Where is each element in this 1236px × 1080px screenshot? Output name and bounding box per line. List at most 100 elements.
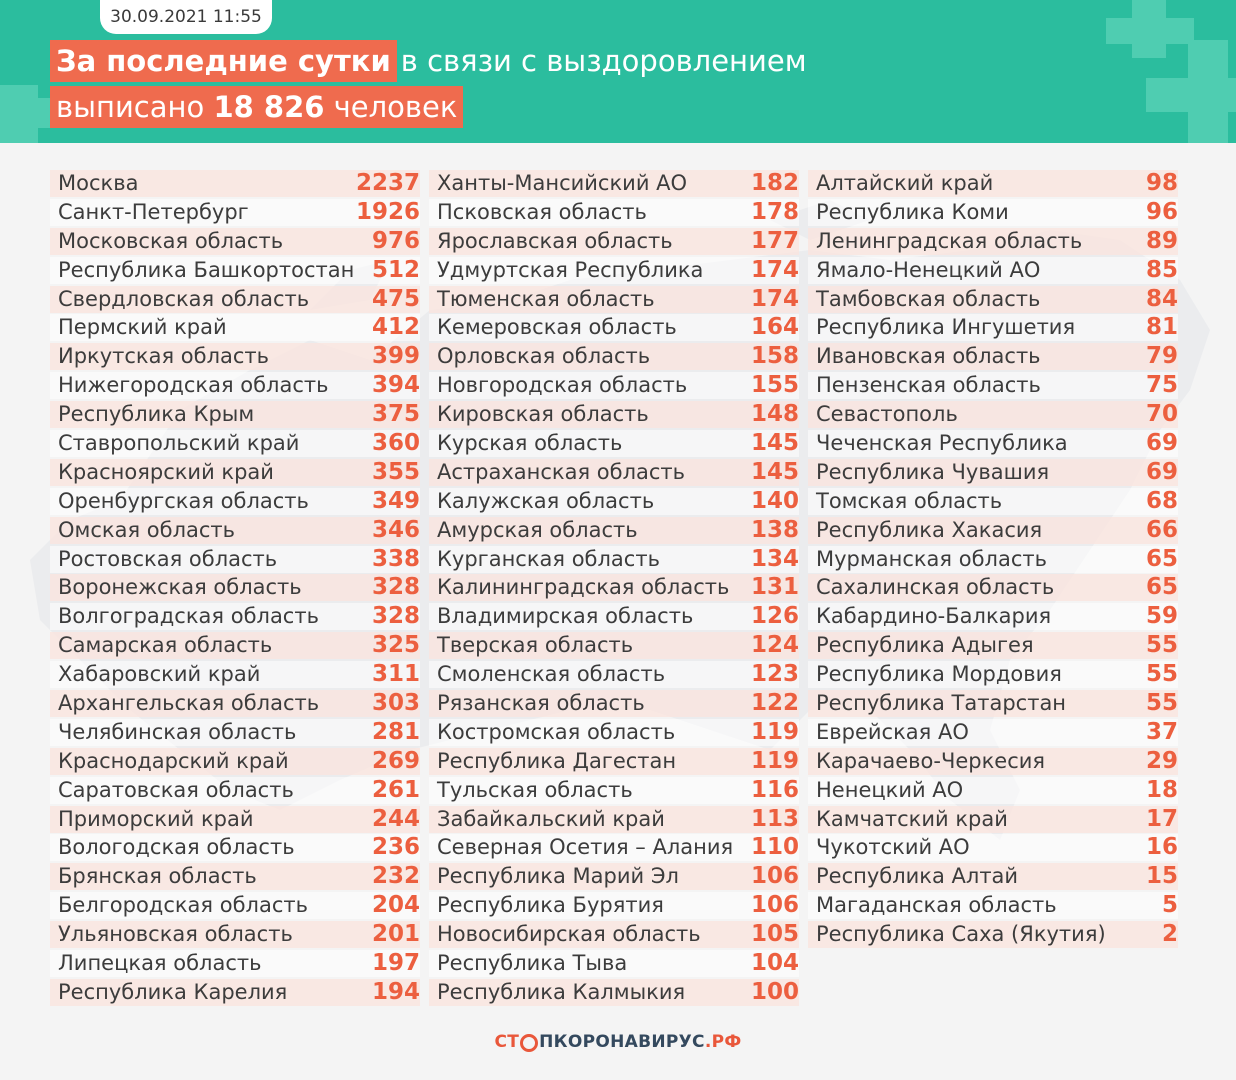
region-name: Республика Чувашия: [816, 459, 1050, 484]
region-name: Рязанская область: [437, 691, 645, 716]
recovered-count: 164: [750, 314, 799, 341]
region-name: Удмуртская Республика: [437, 257, 704, 282]
region-name: Камчатский край: [816, 806, 1008, 831]
table-row: Ульяновская область 201: [50, 921, 420, 949]
recovered-count: 399: [371, 343, 420, 370]
region-name: Северная Осетия – Алания: [437, 835, 734, 860]
table-row: Костромская область 119: [429, 718, 799, 746]
table-row: Орловская область 158: [429, 343, 799, 371]
region-name: Московская область: [58, 228, 284, 253]
table-row: Вологодская область 236: [50, 834, 420, 862]
logo-text-domain: .РФ: [704, 1032, 742, 1052]
region-name: Республика Адыгея: [816, 633, 1034, 658]
region-name: Пензенская область: [816, 373, 1041, 398]
table-row: Республика Хакасия 66: [808, 516, 1178, 544]
region-name: Ставропольский край: [58, 431, 300, 456]
table-row: Брянская область 232: [50, 863, 420, 891]
table-row: Республика Крым 375: [50, 401, 420, 429]
recovered-count: 201: [371, 921, 420, 948]
recovered-count: 182: [750, 170, 799, 196]
table-row: Ленинградская область 89: [808, 227, 1178, 255]
recovered-count: 122: [750, 690, 799, 717]
region-name: Карачаево-Черкесия: [816, 748, 1046, 773]
recovered-count: 123: [750, 661, 799, 688]
table-row: Сахалинская область 65: [808, 574, 1178, 602]
region-name: Волгоградская область: [58, 604, 319, 629]
table-row: Рязанская область 122: [429, 690, 799, 718]
recovered-count: 79: [1145, 343, 1178, 370]
recovered-count: 55: [1145, 690, 1178, 717]
recovered-count: 81: [1145, 314, 1178, 341]
table-row: Республика Калмыкия 100: [429, 978, 799, 1006]
recovered-count: 29: [1145, 747, 1178, 774]
headline-suffix: человек: [333, 90, 458, 124]
table-row: Северная Осетия – Алания 110: [429, 834, 799, 862]
table-row: Республика Чувашия 69: [808, 458, 1178, 486]
region-name: Пермский край: [58, 315, 227, 340]
region-name: Калининградская область: [437, 575, 730, 600]
table-row: Ярославская область 177: [429, 227, 799, 255]
table-row: Пензенская область 75: [808, 372, 1178, 400]
recovered-count: 328: [371, 574, 420, 601]
region-name: Магаданская область: [816, 893, 1057, 918]
recovered-count: 311: [371, 661, 420, 688]
table-row: Москва 2237: [50, 170, 420, 197]
recovered-count: 124: [750, 632, 799, 659]
table-row: Республика Мордовия 55: [808, 661, 1178, 689]
recovered-count: 116: [750, 776, 799, 803]
recovered-count: 1926: [355, 198, 420, 225]
table-row: Республика Коми 96: [808, 198, 1178, 226]
recovered-count: 174: [750, 256, 799, 283]
recovered-count: 204: [371, 892, 420, 919]
recovered-count: 145: [750, 458, 799, 485]
recovered-count: 281: [371, 718, 420, 745]
recovered-count: 55: [1145, 661, 1178, 688]
table-row: Санкт-Петербург 1926: [50, 198, 420, 226]
recovered-count: 236: [371, 834, 420, 861]
table-row: Нижегородская область 394: [50, 372, 420, 400]
region-name: Липецкая область: [58, 951, 262, 976]
region-name: Красноярский край: [58, 459, 274, 484]
recovered-count: 55: [1145, 632, 1178, 659]
region-name: Еврейская АО: [816, 719, 969, 744]
region-name: Алтайский край: [816, 171, 994, 195]
recovered-count: 269: [371, 747, 420, 774]
table-row: Ямало-Ненецкий АО 85: [808, 256, 1178, 284]
table-row: Алтайский край 98: [808, 170, 1178, 197]
table-row: Магаданская область 5: [808, 892, 1178, 920]
recovered-count: 85: [1145, 256, 1178, 283]
table-row: Ивановская область 79: [808, 343, 1178, 371]
recovered-count: 177: [750, 227, 799, 254]
table-row: Карачаево-Черкесия 29: [808, 747, 1178, 775]
region-name: Республика Крым: [58, 402, 255, 427]
recovered-count: 110: [750, 834, 799, 861]
table-row: Мурманская область 65: [808, 545, 1178, 573]
region-name: Челябинская область: [58, 719, 297, 744]
headline-highlight: За последние сутки: [50, 40, 397, 82]
recovered-count: 131: [750, 574, 799, 601]
region-name: Свердловская область: [58, 286, 310, 311]
region-name: Псковская область: [437, 199, 647, 224]
region-name: Республика Башкортостан: [58, 257, 355, 282]
table-row: Чеченская Республика 69: [808, 430, 1178, 458]
headline-total-number: 18 826: [213, 90, 325, 124]
recovered-count: 394: [371, 372, 420, 399]
region-name: Санкт-Петербург: [58, 199, 249, 224]
region-name: Кировская область: [437, 402, 649, 427]
table-row: Курганская область 134: [429, 545, 799, 573]
table-row: Камчатский край 17: [808, 805, 1178, 833]
recovered-count: 412: [371, 314, 420, 341]
recovered-count: 338: [371, 545, 420, 572]
region-name: Ненецкий АО: [816, 777, 964, 802]
table-row: Амурская область 138: [429, 516, 799, 544]
table-row: Республика Ингушетия 81: [808, 314, 1178, 342]
recovered-count: 119: [750, 718, 799, 745]
recovered-count: 145: [750, 430, 799, 457]
table-row: Республика Алтай 15: [808, 863, 1178, 891]
regions-column-2: Ханты-Мансийский АО 182 Псковская область 1…: [429, 170, 799, 1008]
table-row: Республика Адыгея 55: [808, 632, 1178, 660]
recovered-count: 59: [1145, 603, 1178, 630]
headline-rest: в связи с выздоровлением: [400, 44, 807, 78]
region-name: Томская область: [816, 488, 1003, 513]
recovered-count: 303: [371, 690, 420, 717]
